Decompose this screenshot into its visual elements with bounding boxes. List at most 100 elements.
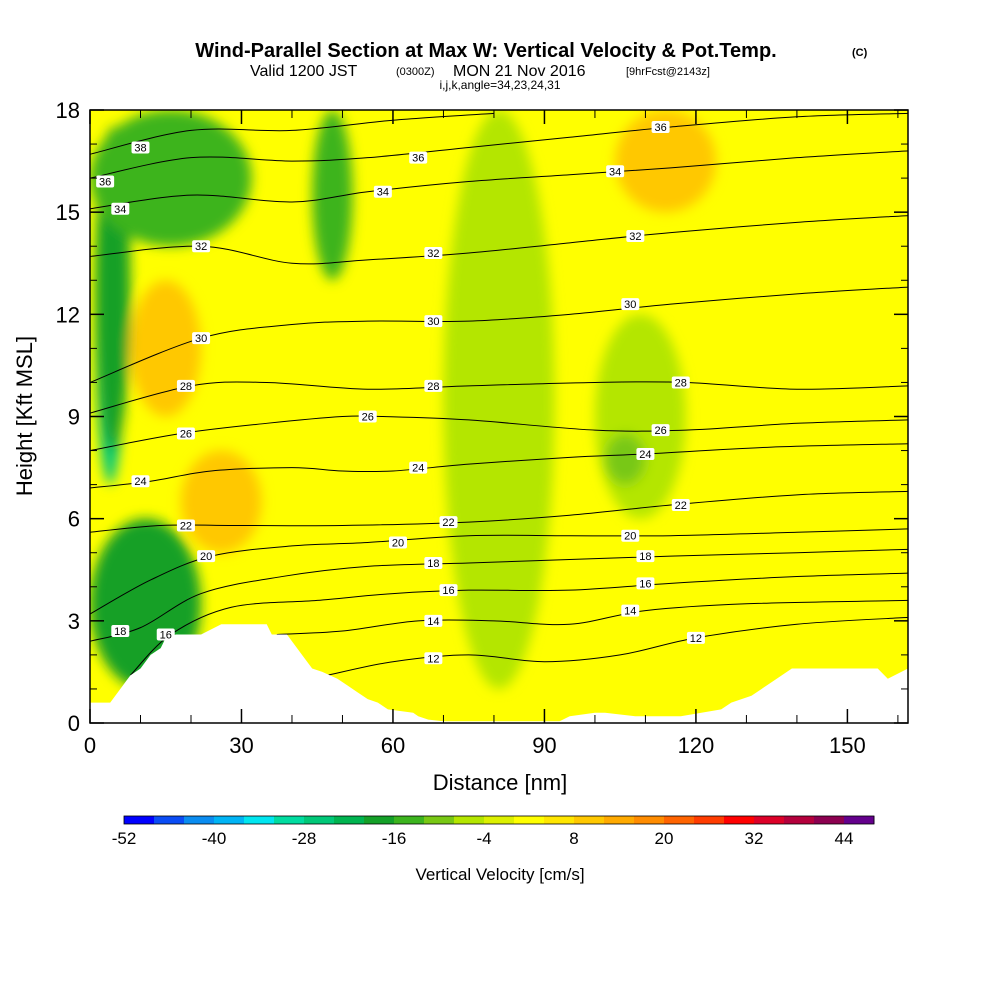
colorbar-swatch xyxy=(304,816,335,824)
x-axis-label: Distance [nm] xyxy=(433,770,568,795)
contour-label-16: 16 xyxy=(156,628,175,641)
contour-22 xyxy=(90,490,908,533)
contour-label-22: 22 xyxy=(671,499,690,512)
contour-label-18: 18 xyxy=(424,556,443,570)
colorbar-swatch xyxy=(244,816,275,824)
field-region-9 xyxy=(180,450,262,553)
colorbar-tick-label: -40 xyxy=(202,829,227,848)
potential-temperature-contours xyxy=(90,112,908,676)
colorbar-tick-label: 44 xyxy=(835,829,854,848)
x-axis: 0 30 60 90 120 150 xyxy=(84,110,899,758)
colorbar-swatch xyxy=(604,816,635,824)
field-region-7 xyxy=(605,433,646,485)
colorbar-swatch xyxy=(814,816,845,824)
contour-label-24: 24 xyxy=(636,447,655,461)
svg-text:16: 16 xyxy=(442,585,454,597)
field-region-10 xyxy=(615,110,717,213)
svg-text:20: 20 xyxy=(200,551,212,563)
colorbar-swatch xyxy=(664,816,695,824)
contour-32 xyxy=(90,215,908,265)
svg-text:22: 22 xyxy=(442,517,454,529)
contour-24 xyxy=(90,443,908,489)
contour-label-18: 18 xyxy=(111,625,130,638)
colorbar-swatch xyxy=(274,816,305,824)
contour-label-24: 24 xyxy=(409,461,428,475)
colorbar-swatch xyxy=(724,816,755,824)
svg-text:20: 20 xyxy=(392,538,404,550)
contour-20 xyxy=(90,528,908,615)
colorbar-tick-label: -4 xyxy=(476,829,491,848)
svg-text:34: 34 xyxy=(609,166,621,178)
contour-label-34: 34 xyxy=(373,185,392,199)
colorbar-swatch xyxy=(484,816,515,824)
terrain-mask xyxy=(90,624,908,723)
contour-label-32: 32 xyxy=(626,230,645,243)
field-region-5 xyxy=(443,110,555,689)
contour-label-20: 20 xyxy=(197,550,216,563)
svg-text:28: 28 xyxy=(180,381,192,393)
colorbar-swatch xyxy=(394,816,425,824)
contour-label-30: 30 xyxy=(424,315,443,328)
svg-text:34: 34 xyxy=(377,187,389,199)
contour-label-28: 28 xyxy=(424,379,443,393)
svg-text:26: 26 xyxy=(362,412,374,424)
contour-30 xyxy=(90,286,908,383)
y-tick-label: 18 xyxy=(56,98,80,123)
svg-text:30: 30 xyxy=(195,333,207,345)
svg-text:12: 12 xyxy=(427,653,439,665)
colorbar-swatch xyxy=(634,816,665,824)
contour-18 xyxy=(90,548,908,642)
chart-title-unit: (C) xyxy=(852,47,868,59)
field-region-2 xyxy=(90,110,252,247)
contour-label-32: 32 xyxy=(424,247,443,260)
svg-text:38: 38 xyxy=(134,142,146,154)
subtitle-forecast: [9hrFcst@2143z] xyxy=(626,66,710,78)
colorbar-swatch xyxy=(514,816,545,824)
contour-label-26: 26 xyxy=(358,410,377,424)
y-tick-label: 6 xyxy=(68,507,80,532)
svg-text:34: 34 xyxy=(114,204,126,216)
svg-text:16: 16 xyxy=(160,629,172,641)
colorbar-swatch xyxy=(784,816,815,824)
svg-text:18: 18 xyxy=(427,558,439,570)
contour-label-12: 12 xyxy=(686,631,705,645)
contour-label-38: 38 xyxy=(131,141,150,154)
colorbar xyxy=(123,815,875,825)
colorbar-swatch xyxy=(214,816,245,824)
svg-text:20: 20 xyxy=(624,531,636,543)
contour-label-22: 22 xyxy=(439,516,458,529)
contour-label-36: 36 xyxy=(96,175,115,189)
svg-text:24: 24 xyxy=(134,476,146,488)
contour-label-28: 28 xyxy=(671,376,690,389)
contour-label-34: 34 xyxy=(606,165,625,178)
x-tick-label: 90 xyxy=(532,733,556,758)
colorbar-swatch xyxy=(154,816,185,824)
contour-label-22: 22 xyxy=(176,519,195,532)
svg-text:26: 26 xyxy=(654,425,666,437)
colorbar-swatch xyxy=(364,816,395,824)
svg-text:12: 12 xyxy=(690,633,702,645)
contour-label-30: 30 xyxy=(192,332,211,345)
colorbar-swatch xyxy=(544,816,575,824)
contour-12 xyxy=(327,616,908,676)
svg-text:28: 28 xyxy=(427,381,439,393)
svg-text:16: 16 xyxy=(639,578,651,590)
colorbar-swatch xyxy=(424,816,455,824)
contour-label-18: 18 xyxy=(636,550,655,563)
colorbar-frame xyxy=(123,815,875,825)
y-tick-label: 15 xyxy=(56,200,80,225)
contour-label-16: 16 xyxy=(636,577,655,590)
svg-text:18: 18 xyxy=(639,551,651,563)
contour-label-20: 20 xyxy=(621,529,640,543)
colorbar-swatch xyxy=(574,816,605,824)
contour-26 xyxy=(90,415,908,452)
contour-label-20: 20 xyxy=(389,536,408,550)
x-tick-label: 60 xyxy=(381,733,405,758)
svg-text:32: 32 xyxy=(427,248,439,260)
contour-label-26: 26 xyxy=(651,424,670,437)
chart-title: Wind-Parallel Section at Max W: Vertical… xyxy=(195,40,776,62)
